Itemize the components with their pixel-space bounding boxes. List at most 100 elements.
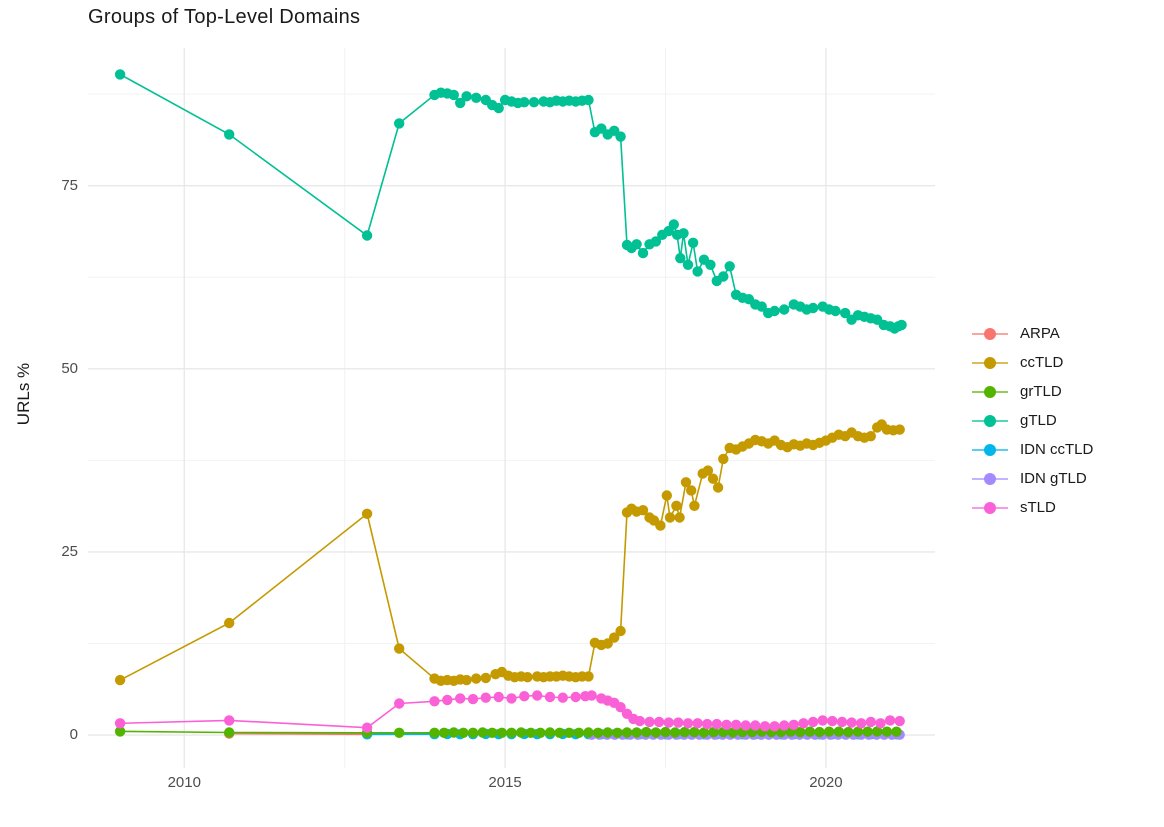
series-point-grtld xyxy=(467,727,479,738)
series-point-gtld xyxy=(682,259,694,270)
series-point-gtld xyxy=(756,301,767,312)
series-point-cctld xyxy=(686,485,697,496)
legend-key-icon xyxy=(972,442,1008,458)
series-point-stld xyxy=(532,690,543,701)
series-point-stld xyxy=(702,718,713,730)
series-line-arpa xyxy=(229,732,368,736)
series-point-gtld xyxy=(807,302,819,314)
series-point-gtld xyxy=(692,266,703,277)
series-point-stld xyxy=(493,691,504,703)
series-point-grtld xyxy=(114,726,126,737)
series-point-grtld xyxy=(602,727,613,738)
series-point-stld xyxy=(467,693,479,705)
series-point-cctld xyxy=(114,674,126,686)
series-point-stld xyxy=(721,719,732,730)
series-point-stld xyxy=(114,718,126,729)
legend-label: grTLD xyxy=(1020,383,1062,400)
series-point-stld xyxy=(644,716,655,728)
legend-key-icon xyxy=(972,500,1008,516)
legend-key-icon xyxy=(972,326,1008,342)
series-point-gtld xyxy=(461,91,472,102)
series-point-stld xyxy=(224,715,235,726)
series-point-gtld xyxy=(455,97,466,109)
legend-key-dot xyxy=(984,327,996,340)
legend-key-dot xyxy=(984,472,996,485)
series-point-cctld xyxy=(480,672,491,684)
legend-label: sTLD xyxy=(1020,499,1056,516)
series-point-grtld xyxy=(698,727,710,738)
series-point-grtld xyxy=(679,726,690,738)
series-point-cctld xyxy=(865,431,876,442)
series-point-gtld xyxy=(675,253,686,264)
series-point-grtld xyxy=(852,726,864,737)
legend-key-dot xyxy=(984,356,996,369)
series-point-cctld xyxy=(609,632,620,643)
series-point-grtld xyxy=(689,726,700,738)
series-point-stld xyxy=(779,720,790,731)
legend-label: gTLD xyxy=(1020,412,1057,429)
series-point-grtld xyxy=(448,727,459,738)
x-tick-label: 2020 xyxy=(809,774,843,791)
series-point-cctld xyxy=(689,500,700,511)
series-point-stld xyxy=(429,696,440,707)
series-point-grtld xyxy=(224,727,235,738)
series-point-stld xyxy=(730,719,742,730)
chart-title: Groups of Top-Level Domains xyxy=(88,6,361,28)
series-point-gtld xyxy=(631,239,642,250)
series-point-gtld xyxy=(705,259,716,270)
series-point-stld xyxy=(769,721,780,732)
series-point-grtld xyxy=(621,727,633,738)
series-point-grtld xyxy=(544,727,556,738)
series-point-grtld xyxy=(862,726,873,737)
series-point-cctld xyxy=(461,674,472,686)
series-point-grtld xyxy=(660,726,671,738)
series-point-grtld xyxy=(477,727,488,738)
legend-key-icon xyxy=(972,355,1008,371)
series-point-stld xyxy=(673,717,684,728)
series-point-stld xyxy=(759,721,771,732)
series-point-stld xyxy=(682,718,694,729)
series-line-cctld xyxy=(119,423,900,682)
series-point-stld xyxy=(788,719,799,730)
series-point-grtld xyxy=(394,727,405,738)
series-point-grtld xyxy=(564,727,575,738)
series-point-cctld xyxy=(394,643,405,654)
legend-item-arpa: ARPA xyxy=(972,319,1093,348)
legend-item-stld: sTLD xyxy=(972,493,1093,522)
series-point-grtld xyxy=(650,727,662,738)
series-point-grtld xyxy=(438,727,450,738)
legend-label: ARPA xyxy=(1020,325,1060,342)
series-point-cctld xyxy=(583,671,594,682)
series-point-gtld xyxy=(528,97,540,108)
series-point-gtld xyxy=(114,69,126,80)
series-point-gtld xyxy=(830,305,841,317)
series-point-grtld xyxy=(641,726,652,738)
series-point-gtld xyxy=(779,304,790,315)
series-point-stld xyxy=(394,698,405,709)
series-point-cctld xyxy=(894,424,905,435)
series-point-cctld xyxy=(680,477,692,488)
legend-item-cctld: ccTLD xyxy=(972,348,1093,377)
series-point-gtld xyxy=(718,271,729,282)
series-point-grtld xyxy=(583,727,594,738)
series-point-stld xyxy=(557,692,568,703)
y-tick-label: 0 xyxy=(69,726,78,744)
y-tick-label: 50 xyxy=(61,359,78,377)
series-point-gtld xyxy=(471,92,482,104)
series-point-grtld xyxy=(525,727,536,738)
series-point-cctld xyxy=(664,512,676,523)
series-point-gtld xyxy=(448,89,459,101)
series-point-grtld xyxy=(814,726,825,738)
series-point-cctld xyxy=(674,512,685,523)
legend-key-icon xyxy=(972,471,1008,487)
legend: ARPA ccTLD grTLD gTLD IDN ccTLD IDN gTLD sTLD xyxy=(972,319,1093,522)
series-point-cctld xyxy=(702,465,714,476)
series-point-stld xyxy=(442,694,453,706)
legend-label: IDN gTLD xyxy=(1020,470,1087,487)
series-point-stld xyxy=(711,718,722,730)
series-point-stld xyxy=(634,715,645,727)
series-point-gtld xyxy=(519,97,530,108)
series-point-stld xyxy=(615,702,626,713)
series-point-stld xyxy=(740,720,751,731)
legend-label: IDN ccTLD xyxy=(1020,441,1094,458)
